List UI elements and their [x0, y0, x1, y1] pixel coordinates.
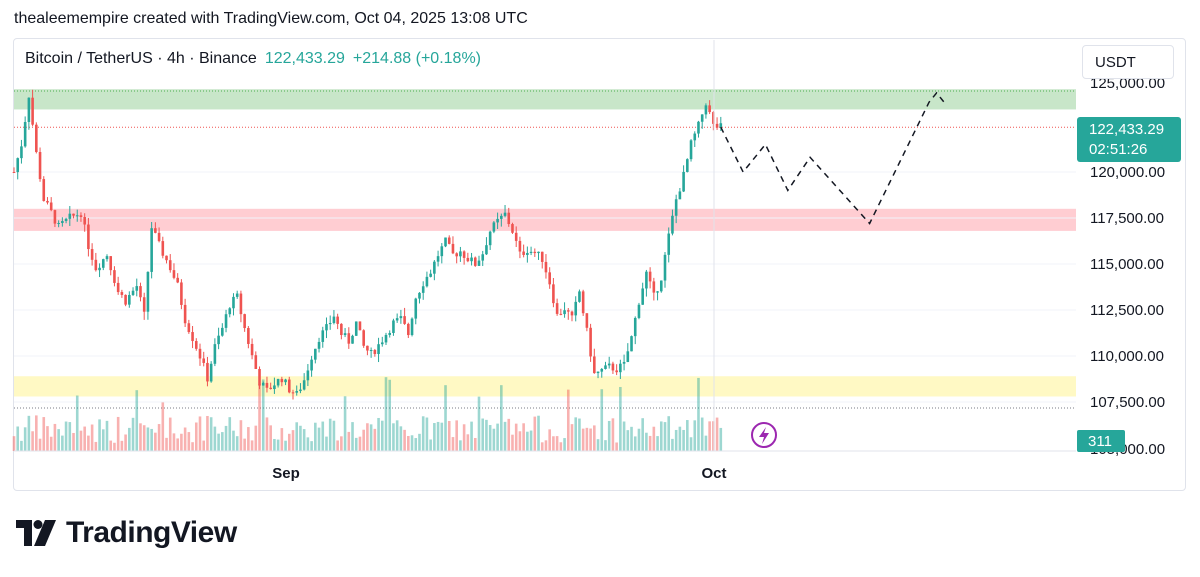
legend-price: 122,433.29: [264, 50, 345, 67]
legend-change: +214.88 (+0.18%): [352, 50, 481, 67]
tradingview-logo-icon: [16, 520, 56, 546]
chart-credit: thealeemempire created with TradingView.…: [14, 10, 528, 27]
chart-frame[interactable]: [13, 38, 1186, 491]
tradingview-wordmark: TradingView: [66, 516, 237, 549]
symbol-legend: Bitcoin / TetherUS · 4h · Binance 122,43…: [25, 50, 481, 68]
symbol-name: Bitcoin / TetherUS · 4h · Binance: [25, 50, 257, 67]
currency-button[interactable]: USDT: [1082, 45, 1174, 79]
tradingview-logo[interactable]: TradingView: [16, 516, 237, 550]
